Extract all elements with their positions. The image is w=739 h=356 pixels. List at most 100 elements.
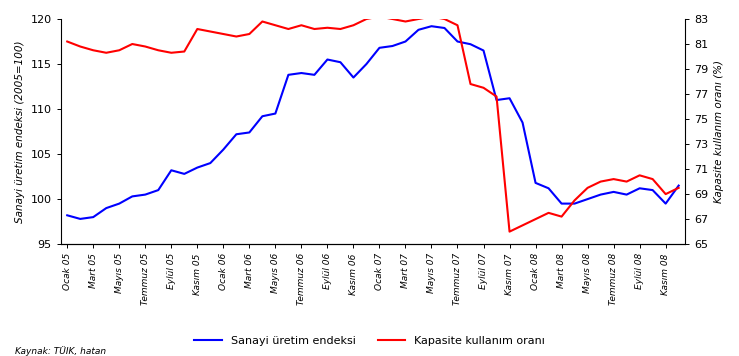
- Line: Sanayi üretim endeksi: Sanayi üretim endeksi: [67, 26, 678, 219]
- Kapasite kullanım oranı: [609, 177, 618, 181]
- Sanayi üretim endeksi: [193, 166, 202, 170]
- Sanayi üretim endeksi: [492, 98, 501, 102]
- Legend: Sanayi üretim endeksi, Kapasite kullanım oranı: Sanayi üretim endeksi, Kapasite kullanım…: [189, 331, 550, 350]
- Sanayi üretim endeksi: [583, 197, 592, 201]
- Kapasite kullanım oranı: [427, 14, 436, 19]
- Sanayi üretim endeksi: [167, 168, 176, 172]
- Kapasite kullanım oranı: [661, 192, 670, 196]
- Kapasite kullanım oranı: [622, 179, 631, 184]
- Sanayi üretim endeksi: [154, 188, 163, 192]
- Kapasite kullanım oranı: [440, 17, 449, 21]
- Kapasite kullanım oranı: [414, 17, 423, 21]
- Sanayi üretim endeksi: [440, 26, 449, 30]
- Kapasite kullanım oranı: [505, 230, 514, 234]
- Sanayi üretim endeksi: [297, 71, 306, 75]
- Sanayi üretim endeksi: [544, 186, 553, 190]
- Kapasite kullanım oranı: [310, 27, 319, 31]
- Kapasite kullanım oranı: [102, 51, 111, 55]
- Sanayi üretim endeksi: [258, 114, 267, 119]
- Sanayi üretim endeksi: [115, 201, 123, 206]
- Sanayi üretim endeksi: [571, 201, 579, 206]
- Kapasite kullanım oranı: [76, 44, 85, 49]
- Kapasite kullanım oranı: [375, 14, 384, 19]
- Kapasite kullanım oranı: [466, 82, 475, 86]
- Sanayi üretim endeksi: [232, 132, 241, 136]
- Sanayi üretim endeksi: [674, 183, 683, 188]
- Kapasite kullanım oranı: [284, 27, 293, 31]
- Kapasite kullanım oranı: [297, 23, 306, 27]
- Kapasite kullanım oranı: [128, 42, 137, 46]
- Kapasite kullanım oranı: [245, 32, 253, 36]
- Sanayi üretim endeksi: [479, 48, 488, 53]
- Kapasite kullanım oranı: [336, 27, 345, 31]
- Kapasite kullanım oranı: [636, 173, 644, 178]
- Kapasite kullanım oranı: [571, 198, 579, 203]
- Kapasite kullanım oranı: [531, 217, 540, 221]
- Sanayi üretim endeksi: [89, 215, 98, 219]
- Sanayi üretim endeksi: [323, 57, 332, 62]
- Kapasite kullanım oranı: [362, 17, 371, 21]
- Kapasite kullanım oranı: [648, 177, 657, 181]
- Sanayi üretim endeksi: [401, 40, 410, 44]
- Sanayi üretim endeksi: [219, 147, 228, 152]
- Sanayi üretim endeksi: [466, 42, 475, 46]
- Sanayi üretim endeksi: [453, 40, 462, 44]
- Sanayi üretim endeksi: [427, 24, 436, 28]
- Kapasite kullanım oranı: [219, 32, 228, 36]
- Sanayi üretim endeksi: [284, 73, 293, 77]
- Sanayi üretim endeksi: [349, 75, 358, 80]
- Kapasite kullanım oranı: [492, 94, 501, 99]
- Sanayi üretim endeksi: [362, 62, 371, 66]
- Sanayi üretim endeksi: [76, 217, 85, 221]
- Kapasite kullanım oranı: [89, 48, 98, 52]
- Line: Kapasite kullanım oranı: Kapasite kullanım oranı: [67, 16, 678, 232]
- Sanayi üretim endeksi: [128, 194, 137, 199]
- Kapasite kullanım oranı: [349, 23, 358, 27]
- Sanayi üretim endeksi: [336, 60, 345, 64]
- Sanayi üretim endeksi: [518, 120, 527, 125]
- Sanayi üretim endeksi: [102, 206, 111, 210]
- Kapasite kullanım oranı: [271, 23, 280, 27]
- Kapasite kullanım oranı: [453, 23, 462, 27]
- Y-axis label: Kapasite kullanım oranı (%): Kapasite kullanım oranı (%): [714, 60, 724, 203]
- Sanayi üretim endeksi: [609, 190, 618, 194]
- Sanayi üretim endeksi: [180, 172, 188, 176]
- Kapasite kullanım oranı: [154, 48, 163, 52]
- Kapasite kullanım oranı: [167, 51, 176, 55]
- Kapasite kullanım oranı: [388, 17, 397, 21]
- Sanayi üretim endeksi: [531, 181, 540, 185]
- Kapasite kullanım oranı: [557, 214, 566, 219]
- Kapasite kullanım oranı: [323, 26, 332, 30]
- Kapasite kullanım oranı: [479, 86, 488, 90]
- Sanayi üretim endeksi: [661, 201, 670, 206]
- Sanayi üretim endeksi: [636, 186, 644, 190]
- Sanayi üretim endeksi: [622, 193, 631, 197]
- Kapasite kullanım oranı: [674, 186, 683, 190]
- Kapasite kullanım oranı: [518, 223, 527, 227]
- Kapasite kullanım oranı: [232, 35, 241, 39]
- Sanayi üretim endeksi: [63, 213, 72, 218]
- Sanayi üretim endeksi: [310, 73, 319, 77]
- Sanayi üretim endeksi: [245, 130, 253, 135]
- Sanayi üretim endeksi: [648, 188, 657, 192]
- Kapasite kullanım oranı: [115, 48, 123, 52]
- Sanayi üretim endeksi: [596, 193, 605, 197]
- Kapasite kullanım oranı: [544, 211, 553, 215]
- Text: Kaynak: TÜIK, hatan: Kaynak: TÜIK, hatan: [15, 346, 106, 356]
- Kapasite kullanım oranı: [258, 19, 267, 23]
- Kapasite kullanım oranı: [583, 186, 592, 190]
- Sanayi üretim endeksi: [206, 161, 215, 165]
- Kapasite kullanım oranı: [193, 27, 202, 31]
- Kapasite kullanım oranı: [596, 179, 605, 184]
- Sanayi üretim endeksi: [388, 44, 397, 48]
- Sanayi üretim endeksi: [505, 96, 514, 100]
- Sanayi üretim endeksi: [375, 46, 384, 50]
- Kapasite kullanım oranı: [401, 19, 410, 23]
- Sanayi üretim endeksi: [141, 193, 150, 197]
- Sanayi üretim endeksi: [414, 28, 423, 32]
- Kapasite kullanım oranı: [141, 44, 150, 49]
- Kapasite kullanım oranı: [206, 30, 215, 34]
- Y-axis label: Sanayi üretim endeksi (2005=100): Sanayi üretim endeksi (2005=100): [15, 40, 25, 223]
- Sanayi üretim endeksi: [271, 111, 280, 116]
- Kapasite kullanım oranı: [63, 40, 72, 44]
